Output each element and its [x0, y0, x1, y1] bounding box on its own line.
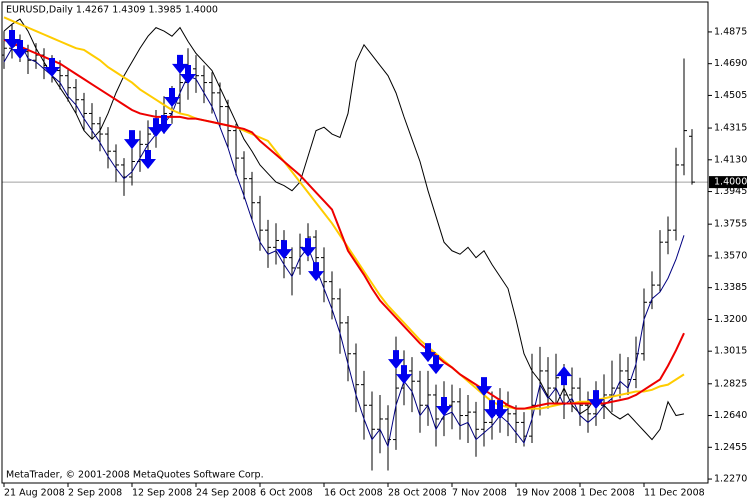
- x-tick-label: 6 Oct 2008: [260, 488, 313, 499]
- down-arrow: [476, 377, 492, 397]
- y-tick-label: 1.2270: [714, 474, 747, 485]
- last-price-box: [709, 176, 747, 189]
- y-tick-label: 1.2825: [714, 378, 747, 389]
- down-arrow: [148, 118, 164, 138]
- down-arrow: [300, 238, 316, 258]
- x-tick-label: 19 Nov 2008: [516, 488, 577, 499]
- y-tick-label: 1.4690: [714, 58, 747, 69]
- y-tick-label: 1.3570: [714, 250, 747, 261]
- x-tick-label: 7 Nov 2008: [452, 488, 507, 499]
- down-arrow: [588, 390, 604, 410]
- down-arrow: [276, 240, 292, 260]
- x-tick-label: 12 Sep 2008: [132, 488, 192, 499]
- indicator-line: [3, 38, 685, 410]
- down-arrow: [180, 65, 196, 85]
- down-arrow: [388, 350, 404, 370]
- down-arrow: [428, 355, 444, 375]
- down-arrow: [172, 54, 188, 74]
- y-tick-label: 1.2455: [714, 442, 747, 453]
- y-tick-label: 1.4505: [714, 90, 747, 101]
- chart-title: EURUSD,Daily 1.4267 1.4309 1.3985 1.4000: [6, 5, 218, 16]
- down-arrow: [44, 58, 60, 78]
- x-tick-label: 28 Oct 2008: [388, 488, 447, 499]
- last-price-label: 1.4000: [714, 177, 747, 188]
- credit: MetaTrader, © 2001-2008 MetaQuotes Softw…: [6, 470, 264, 481]
- y-tick-label: 1.4875: [714, 26, 747, 37]
- down-arrow: [4, 30, 20, 50]
- x-tick-label: 11 Dec 2008: [644, 488, 705, 499]
- plot-frame: [1, 1, 709, 484]
- x-tick-label: 2 Sep 2008: [68, 488, 122, 499]
- y-tick-label: 1.3385: [714, 282, 747, 293]
- down-arrow: [436, 397, 452, 417]
- down-arrow: [12, 39, 28, 59]
- y-tick-label: 1.2640: [714, 410, 747, 421]
- down-arrow: [396, 365, 412, 385]
- down-arrow: [420, 343, 436, 363]
- down-arrow: [156, 115, 172, 134]
- y-tick-label: 1.3015: [714, 346, 747, 357]
- y-tick-label: 1.4130: [714, 154, 747, 165]
- down-arrow: [484, 400, 500, 420]
- x-tick-label: 16 Oct 2008: [324, 488, 383, 499]
- y-tick-label: 1.3945: [714, 186, 747, 197]
- indicator-line: [3, 18, 685, 441]
- down-arrow: [164, 88, 180, 108]
- y-tick-label: 1.3755: [714, 219, 747, 230]
- up-arrow: [556, 366, 572, 386]
- x-tick-label: 21 Aug 2008: [4, 488, 65, 499]
- down-arrow: [140, 150, 156, 170]
- down-arrow: [492, 400, 508, 420]
- down-arrow: [124, 130, 140, 150]
- x-tick-label: 1 Dec 2008: [580, 488, 635, 499]
- y-tick-label: 1.4315: [714, 123, 747, 134]
- down-arrow: [308, 262, 324, 282]
- indicator-line: [3, 40, 685, 449]
- y-tick-label: 1.3200: [714, 314, 747, 325]
- x-tick-label: 24 Sep 2008: [196, 488, 256, 499]
